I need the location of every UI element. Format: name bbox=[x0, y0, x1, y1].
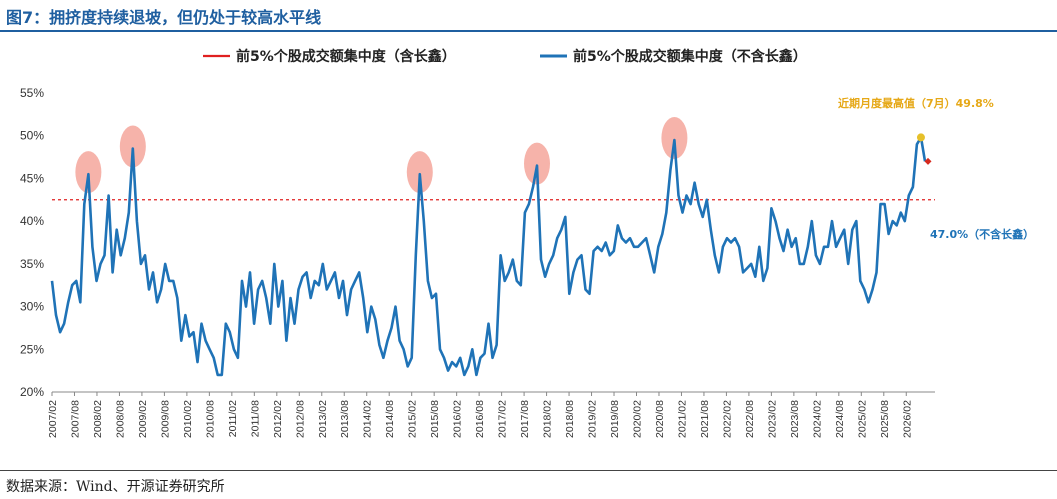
x-tick-label: 2025/08 bbox=[879, 400, 891, 438]
x-tick-label: 2013/02 bbox=[317, 400, 329, 438]
line-chart: 前5%个股成交额集中度（含长鑫） 前5%个股成交额集中度（不含长鑫） 20% 25… bbox=[20, 48, 1034, 438]
x-tick-label: 2022/08 bbox=[744, 400, 756, 438]
legend-label-dashed: 前5%个股成交额集中度（含长鑫） bbox=[236, 48, 456, 65]
y-tick-label: 30% bbox=[20, 300, 44, 314]
x-tick-label: 2013/08 bbox=[339, 400, 351, 438]
x-tick-label: 2011/08 bbox=[249, 400, 261, 437]
y-tick-label: 25% bbox=[20, 342, 44, 356]
peak-highlights bbox=[75, 116, 688, 194]
x-tick-label: 2018/02 bbox=[542, 400, 554, 438]
x-tick-label: 2019/08 bbox=[609, 400, 621, 438]
max-point-marker bbox=[916, 133, 925, 142]
x-tick-label: 2012/08 bbox=[294, 400, 306, 438]
y-tick-label: 50% bbox=[20, 129, 44, 143]
x-tick-label: 2010/02 bbox=[182, 400, 194, 438]
x-tick-label: 2021/02 bbox=[676, 400, 688, 438]
x-tick-label: 2020/08 bbox=[654, 400, 666, 438]
peak-highlight-circle bbox=[524, 142, 550, 185]
x-tick-label: 2011/02 bbox=[227, 400, 239, 437]
x-tick-label: 2017/02 bbox=[497, 400, 509, 438]
peak-highlight-circle bbox=[406, 151, 433, 194]
y-tick-label: 55% bbox=[20, 86, 44, 100]
x-tick-label: 2009/08 bbox=[159, 400, 171, 438]
last-point-marker bbox=[924, 157, 932, 165]
y-axis: 20% 25% 30% 35% 40% 45% 50% 55% bbox=[20, 86, 44, 399]
x-tick-label: 2026/02 bbox=[901, 400, 913, 438]
x-tick-label: 2014/02 bbox=[362, 400, 374, 438]
series-line bbox=[50, 136, 927, 377]
x-tick-label: 2010/08 bbox=[204, 400, 216, 438]
title-rule bbox=[0, 30, 1057, 32]
footer-rule bbox=[0, 470, 1057, 471]
y-tick-label: 45% bbox=[20, 171, 44, 185]
y-tick-label: 20% bbox=[20, 385, 44, 399]
end-markers bbox=[916, 133, 932, 165]
x-tick-label: 2024/02 bbox=[811, 400, 823, 438]
annotation-max: 近期月度最高值（7月）49.8% bbox=[838, 96, 994, 110]
legend-label-solid: 前5%个股成交额集中度（不含长鑫） bbox=[573, 48, 807, 65]
x-tick-label: 2012/02 bbox=[272, 400, 284, 438]
x-tick-label: 2015/08 bbox=[429, 400, 441, 438]
x-tick-label: 2023/08 bbox=[789, 400, 801, 438]
x-tick-label: 2007/02 bbox=[47, 400, 59, 438]
peak-highlight-circle bbox=[661, 116, 688, 159]
page-title: 图7：拥挤度持续退坡，但仍处于较高水平线 bbox=[6, 8, 322, 27]
source-note: 数据来源：Wind、开源证券研究所 bbox=[6, 479, 225, 495]
x-axis-ticks: 2007/02 2007/08 2008/02 2008/08 2009/02 2009/… bbox=[47, 392, 913, 438]
x-tick-label: 2009/02 bbox=[137, 400, 149, 438]
x-tick-label: 2017/08 bbox=[519, 400, 531, 438]
x-tick-label: 2021/08 bbox=[699, 400, 711, 438]
legend: 前5%个股成交额集中度（含长鑫） 前5%个股成交额集中度（不含长鑫） bbox=[203, 48, 807, 65]
x-tick-label: 2016/08 bbox=[474, 400, 486, 438]
x-tick-label: 2023/02 bbox=[766, 400, 778, 438]
x-tick-label: 2008/02 bbox=[92, 400, 104, 438]
x-tick-label: 2025/02 bbox=[856, 400, 868, 438]
y-tick-label: 40% bbox=[20, 214, 44, 228]
peak-highlight-circle bbox=[75, 151, 102, 194]
solid-series-path bbox=[50, 136, 927, 377]
x-tick-label: 2022/02 bbox=[721, 400, 733, 438]
x-tick-label: 2020/02 bbox=[631, 400, 643, 438]
x-tick-label: 2019/02 bbox=[587, 400, 599, 438]
x-tick-label: 2008/08 bbox=[114, 400, 126, 438]
x-tick-label: 2024/08 bbox=[834, 400, 846, 438]
y-tick-label: 35% bbox=[20, 257, 44, 271]
x-tick-label: 2015/02 bbox=[407, 400, 419, 438]
x-tick-label: 2016/02 bbox=[452, 400, 464, 438]
x-tick-label: 2014/08 bbox=[384, 400, 396, 438]
x-tick-label: 2007/08 bbox=[69, 400, 81, 438]
annotation-last: 47.0%（不含长鑫） bbox=[930, 227, 1034, 241]
peak-highlight-circle bbox=[119, 125, 146, 168]
x-tick-label: 2018/08 bbox=[564, 400, 576, 438]
